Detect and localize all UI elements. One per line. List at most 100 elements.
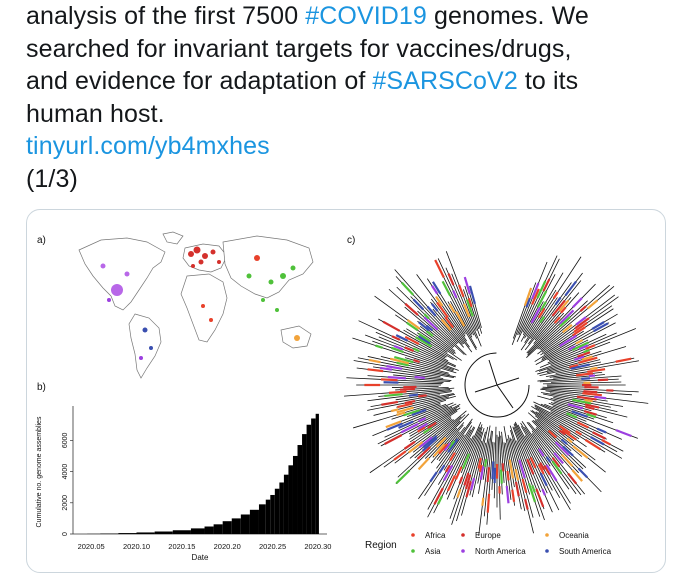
tree-tip-segment xyxy=(615,429,632,437)
tree-branch xyxy=(539,361,602,376)
tree-tip-segment xyxy=(581,377,590,380)
hashtag-sarscov2[interactable]: #SARSCoV2 xyxy=(372,67,518,95)
tree-branch xyxy=(547,339,589,361)
tree-tip-segment xyxy=(511,489,516,502)
x-tick-label: 2020.10 xyxy=(123,542,150,551)
tree-tip-segment xyxy=(418,394,427,398)
tree-branch xyxy=(365,334,459,371)
tree-branch xyxy=(388,288,455,348)
bars xyxy=(87,413,319,534)
map-dot xyxy=(294,335,300,341)
tree-tip-segment xyxy=(586,299,599,310)
legend-label: Asia xyxy=(425,547,441,556)
tree-branch xyxy=(493,426,497,499)
tree-tip-segment xyxy=(535,488,545,508)
tree-tip-segment xyxy=(551,299,566,317)
bar xyxy=(288,465,293,534)
tree-tip-segment xyxy=(584,398,593,403)
tree-tip-segment xyxy=(526,458,535,475)
tree-tip-segment xyxy=(386,365,403,370)
tree-tip-segment xyxy=(554,441,570,456)
legend-swatch xyxy=(545,533,549,537)
tree-tip-segment xyxy=(403,409,420,417)
tree-tip-segment xyxy=(572,341,589,351)
tree-tip-segment xyxy=(412,298,425,311)
tree-tip-segment xyxy=(391,335,401,341)
tree-tip-segment xyxy=(537,307,546,319)
x-tick-label: 2020.25 xyxy=(259,542,286,551)
tree-tip-segment xyxy=(463,276,471,294)
tree-tip-segment xyxy=(448,303,456,314)
bar xyxy=(222,521,232,534)
tree-tip-segment xyxy=(506,470,510,481)
tree-branch xyxy=(541,313,618,359)
tree-tip-segment xyxy=(530,306,542,324)
tree-tip-segment xyxy=(582,392,602,397)
tweet-text-segment: and evidence for adaptation of xyxy=(26,67,373,95)
tree-tip-segment xyxy=(553,452,565,465)
tree-branch xyxy=(414,416,462,459)
legend-item-north-america: North America xyxy=(461,547,526,556)
tree-tip-segment xyxy=(433,443,446,457)
tree-tip-segment xyxy=(447,438,459,453)
tree-tip-segment xyxy=(567,472,578,485)
tree-branch xyxy=(533,292,580,344)
tweet-line-3: and evidence for adaptation of #SARSCoV2… xyxy=(26,65,666,98)
map-dot xyxy=(209,318,213,322)
tree-branch xyxy=(538,412,580,440)
tree-tip-segment xyxy=(404,346,414,353)
tree-tip-segment xyxy=(468,285,476,305)
legend-item-south-america: South America xyxy=(545,547,612,556)
tree-tip-segment xyxy=(380,366,393,371)
tree-tip-segment xyxy=(375,344,383,349)
tree-tip-segment xyxy=(562,445,574,457)
tree-branch xyxy=(397,414,466,478)
tweet-media-card[interactable]: a) b) c) xyxy=(26,209,666,573)
hashtag-covid19[interactable]: #COVID19 xyxy=(305,2,427,30)
figure-image: a) b) c) xyxy=(36,231,649,562)
tree-tip-segment xyxy=(586,413,597,419)
tree-tip-segment xyxy=(537,463,545,475)
tree-branch xyxy=(517,424,553,491)
legend-label: Oceania xyxy=(559,531,589,540)
tree-tip-segment xyxy=(523,287,533,307)
bar xyxy=(292,455,298,534)
map-dot xyxy=(188,251,194,257)
tree-tip-segment xyxy=(572,326,586,337)
legend-item-africa: Africa xyxy=(411,531,446,540)
tree-branch xyxy=(367,375,451,383)
tree-tip-segment xyxy=(564,280,577,297)
tree-tip-segment xyxy=(385,420,402,429)
legend-swatch xyxy=(461,533,465,537)
tree-tip-segment xyxy=(588,374,596,378)
tree-tip-segment xyxy=(571,410,588,418)
tree-tip-segment xyxy=(559,334,578,348)
tree-tip-segment xyxy=(464,474,472,490)
tweet-link[interactable]: tinyurl.com/yb4mxhes xyxy=(26,132,270,160)
tree-tip-segment xyxy=(585,405,595,411)
tree-tip-segment xyxy=(417,457,430,471)
tree-branch xyxy=(522,258,560,333)
tree-tip-segment xyxy=(393,450,407,461)
tree-tip-segment xyxy=(521,478,528,494)
tree-branch xyxy=(478,425,491,494)
tree-branches xyxy=(344,251,649,536)
world-map xyxy=(78,231,314,379)
tree-branch xyxy=(373,396,450,416)
tree-tip-segment xyxy=(436,301,449,319)
map-dot xyxy=(142,327,148,333)
bar xyxy=(118,533,137,534)
tree-branch xyxy=(477,442,487,484)
tree-tip-segment xyxy=(560,453,574,467)
tree-tip-segment xyxy=(560,438,568,445)
tree-tip-segment xyxy=(572,297,583,309)
tree-tip-segment xyxy=(575,339,584,345)
y-tick-labels: 0 2000 4000 6000 xyxy=(62,432,73,536)
tree-tip-segment xyxy=(545,456,552,463)
tree-branch xyxy=(511,282,537,346)
tweet-line-4: human host. xyxy=(26,99,165,128)
tree-branch xyxy=(461,440,483,516)
tree-branch xyxy=(540,392,624,407)
tree-branch xyxy=(553,401,607,419)
tree-tip-segment xyxy=(404,302,419,316)
